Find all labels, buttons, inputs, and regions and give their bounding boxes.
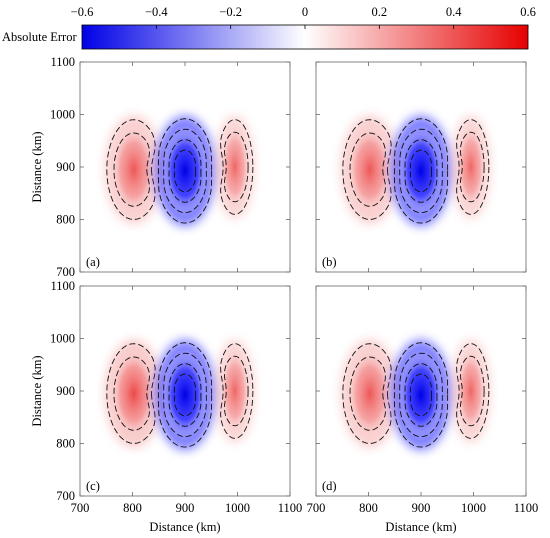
- contour-line: [163, 352, 207, 438]
- y-tick-label: 900: [56, 160, 75, 174]
- contour-line: [349, 132, 386, 207]
- contour-line: [168, 363, 202, 427]
- positive-error-core: [219, 348, 250, 434]
- x-tick-label: 900: [176, 501, 195, 515]
- colorbar: Absolute Error −0.6 −0.4 −0.2 0 0.2 0.4 0.6: [2, 5, 536, 50]
- y-tick-label: 1100: [50, 55, 75, 69]
- heatmap-panel-a: 700 800 900 1000 1100 (a): [50, 55, 291, 279]
- colorbar-tick-label: −0.2: [219, 5, 242, 19]
- x-tick-label: 800: [123, 501, 142, 515]
- contour-line: [404, 139, 438, 203]
- panel-label: (b): [322, 255, 337, 269]
- contour-line: [399, 352, 443, 438]
- contour-line: [106, 343, 156, 444]
- axis-titles: Distance (km) Distance (km) Distance (km…: [30, 131, 457, 534]
- x-tick-label: 800: [359, 501, 378, 515]
- colorbar-tick-label: 0.6: [520, 5, 536, 19]
- y-tick-label: 1000: [50, 108, 75, 122]
- panel-label: (a): [86, 255, 100, 269]
- contour-line: [173, 149, 197, 193]
- y-tick-label: 1100: [50, 279, 75, 293]
- contour-line: [106, 119, 156, 220]
- contour-line: [349, 356, 386, 431]
- colorbar-tick-label: −0.6: [71, 5, 94, 19]
- y-tick-label: 900: [56, 384, 75, 398]
- heatmap-field: [340, 115, 491, 227]
- positive-error-core: [455, 124, 486, 210]
- y-tick-label: 800: [56, 213, 75, 227]
- x-tick-label: 1100: [278, 501, 303, 515]
- x-tick-label: 900: [412, 501, 431, 515]
- panel-label: (d): [322, 479, 337, 493]
- negative-error-core: [397, 125, 445, 217]
- colorbar-ticks: −0.6 −0.4 −0.2 0 0.2 0.4 0.6: [71, 5, 536, 29]
- contour-line: [404, 363, 438, 427]
- contour-line: [456, 119, 490, 215]
- y-axis-title-top: Distance (km): [30, 131, 44, 202]
- contour-line: [393, 118, 449, 224]
- heatmap-panel-c: 700 800 900 1000 1100 700 800 900 1000 1100 (c): [50, 279, 302, 515]
- y-tick-label: 700: [56, 489, 75, 503]
- x-axis-title-left: Distance (km): [149, 520, 220, 534]
- heatmap-field: [340, 339, 491, 451]
- colorbar-tick-label: 0.2: [372, 5, 388, 19]
- contour-line: [393, 342, 449, 448]
- contour-line: [113, 132, 150, 207]
- contour-line: [113, 356, 150, 431]
- positive-error-core: [111, 125, 157, 215]
- y-tick-label: 1000: [50, 332, 75, 346]
- negative-error-core: [161, 349, 209, 441]
- contour-line: [163, 128, 207, 214]
- heatmap-field: [104, 115, 255, 227]
- panels: 700 800 900 1000 1100 (a) (b) 700 800 900 1000 1100…: [50, 55, 538, 515]
- y-tick-label: 700: [56, 265, 75, 279]
- x-tick-label: 1000: [225, 501, 250, 515]
- panel-label: (c): [86, 479, 100, 493]
- contour-line: [173, 373, 197, 417]
- contour-line: [157, 118, 213, 224]
- x-tick-label: 1000: [461, 501, 486, 515]
- contour-line: [409, 149, 433, 193]
- positive-error-core: [347, 349, 393, 439]
- negative-error-core: [397, 349, 445, 441]
- x-tick-label: 1100: [514, 501, 539, 515]
- positive-error-core: [111, 349, 157, 439]
- contour-line: [342, 343, 392, 444]
- contour-line: [223, 355, 249, 427]
- contour-line: [157, 342, 213, 448]
- contour-line: [409, 373, 433, 417]
- positive-error-core: [347, 125, 393, 215]
- contour-line: [220, 343, 254, 439]
- y-axis-title-bottom: Distance (km): [30, 355, 44, 426]
- colorbar-tick-label: −0.4: [145, 5, 168, 19]
- positive-error-core: [219, 124, 250, 210]
- negative-error-core: [161, 125, 209, 217]
- contour-line: [459, 355, 485, 427]
- colorbar-label: Absolute Error: [2, 30, 77, 44]
- heatmap-panel-b: (b): [315, 61, 527, 273]
- heatmap-field: [104, 339, 255, 451]
- positive-error-core: [455, 348, 486, 434]
- contour-line: [168, 139, 202, 203]
- x-tick-label: 700: [307, 501, 326, 515]
- y-tick-label: 800: [56, 437, 75, 451]
- contour-line: [223, 131, 249, 203]
- contour-line: [220, 119, 254, 215]
- colorbar-tick-label: 0: [302, 5, 308, 19]
- colorbar-tick-label: 0.4: [446, 5, 462, 19]
- contour-line: [456, 343, 490, 439]
- x-axis-title-right: Distance (km): [385, 520, 456, 534]
- contour-line: [459, 131, 485, 203]
- heatmap-panel-d: 700 800 900 1000 1100 (d): [307, 285, 539, 515]
- contour-line: [342, 119, 392, 220]
- x-tick-label: 700: [71, 501, 90, 515]
- contour-line: [399, 128, 443, 214]
